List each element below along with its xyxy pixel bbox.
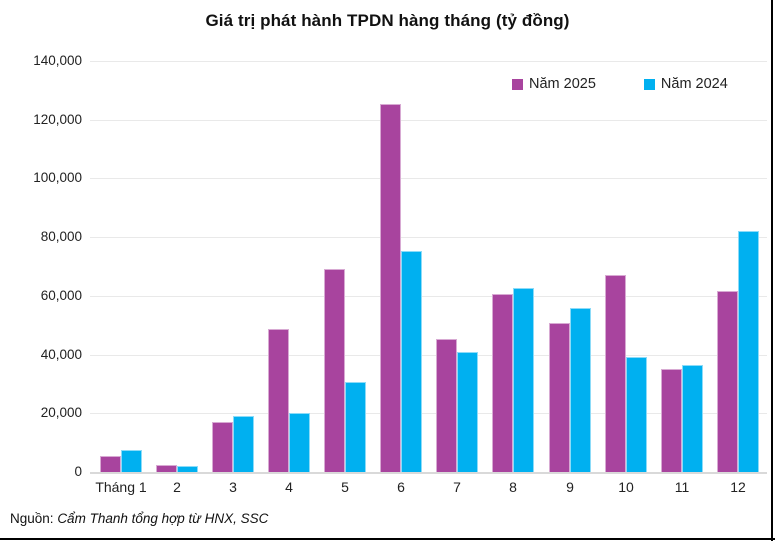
- bar-nam-2024-thang-6: [401, 251, 422, 472]
- bar-nam-2024-thang-10: [626, 357, 647, 472]
- x-axis-tick-label: 10: [618, 479, 634, 495]
- bar-nam-2024-thang-11: [682, 365, 703, 472]
- bar-nam-2025-thang-6: [380, 104, 401, 472]
- y-axis-tick-label: 80,000: [40, 229, 82, 244]
- x-axis-tick-label: 4: [285, 479, 293, 495]
- bar-nam-2024-thang-9: [570, 308, 591, 472]
- y-axis-tick-label: 140,000: [33, 53, 82, 68]
- y-axis-tick-label: 40,000: [40, 347, 82, 362]
- frame-border-bottom: [0, 538, 775, 540]
- chart-title: Giá trị phát hành TPDN hàng tháng (tỷ đồ…: [205, 11, 570, 30]
- y-axis-tick-label: 120,000: [33, 112, 82, 127]
- bar-nam-2025-thang-3: [212, 422, 233, 472]
- bar-nam-2025-thang-12: [717, 291, 738, 472]
- gridline: [90, 237, 767, 238]
- gridline: [90, 355, 767, 356]
- legend-entry-2025: Năm 2025: [512, 76, 596, 92]
- bar-nam-2025-thang-1: [100, 456, 121, 472]
- bar-nam-2024-thang-7: [457, 352, 478, 472]
- y-axis-tick-label: 100,000: [33, 170, 82, 185]
- bar-nam-2025-thang-8: [492, 294, 513, 472]
- bar-nam-2024-thang-1: [121, 450, 142, 472]
- bar-nam-2025-thang-7: [436, 339, 457, 472]
- bar-nam-2024-thang-3: [233, 416, 254, 472]
- legend-marker-2024: [643, 78, 655, 90]
- bar-nam-2025-thang-11: [661, 369, 682, 472]
- x-axis-tick-label: Tháng 1: [95, 479, 147, 495]
- x-axis-baseline: [90, 472, 767, 474]
- y-axis-tick-label: 60,000: [40, 288, 82, 303]
- bar-nam-2024-thang-4: [289, 413, 310, 472]
- source-text: Cẩm Thanh tổng hợp từ HNX, SSC: [57, 511, 269, 526]
- bar-nam-2024-thang-5: [345, 382, 366, 472]
- legend-label-2025: Năm 2025: [529, 76, 596, 92]
- x-axis-tick-label: 5: [341, 479, 349, 495]
- bar-nam-2025-thang-4: [268, 329, 289, 472]
- y-axis-tick-label: 20,000: [40, 405, 82, 420]
- bar-nam-2024-thang-12: [738, 231, 759, 472]
- gridline: [90, 178, 767, 179]
- bar-nam-2025-thang-9: [549, 323, 570, 472]
- bar-nam-2025-thang-2: [156, 465, 177, 472]
- source-note: Nguồn: Cẩm Thanh tổng hợp từ HNX, SSC: [10, 511, 268, 526]
- x-axis-tick-label: 12: [730, 479, 746, 495]
- bar-nam-2025-thang-10: [605, 275, 626, 472]
- gridline: [90, 296, 767, 297]
- legend-marker-2025: [512, 78, 523, 90]
- frame-border-right: [771, 0, 773, 541]
- gridline: [90, 120, 767, 121]
- legend: Năm 2025 Năm 2024: [512, 76, 728, 92]
- gridline: [90, 413, 767, 414]
- x-axis-tick-label: 11: [674, 479, 690, 495]
- x-axis-tick-label: 8: [509, 479, 517, 495]
- x-axis-tick-label: 6: [397, 479, 405, 495]
- legend-entry-2024: Năm 2024: [643, 76, 728, 92]
- gridline: [90, 61, 767, 62]
- bar-nam-2024-thang-8: [513, 288, 534, 472]
- source-prefix: Nguồn:: [10, 511, 54, 526]
- x-axis-tick-label: 9: [566, 479, 574, 495]
- legend-label-2024: Năm 2024: [660, 76, 728, 92]
- bar-nam-2024-thang-2: [177, 466, 198, 472]
- x-axis-tick-label: 7: [453, 479, 461, 495]
- y-axis-tick-label: 0: [74, 464, 82, 479]
- x-axis-tick-label: 2: [173, 479, 181, 495]
- bar-nam-2025-thang-5: [324, 269, 345, 472]
- x-axis-tick-label: 3: [229, 479, 237, 495]
